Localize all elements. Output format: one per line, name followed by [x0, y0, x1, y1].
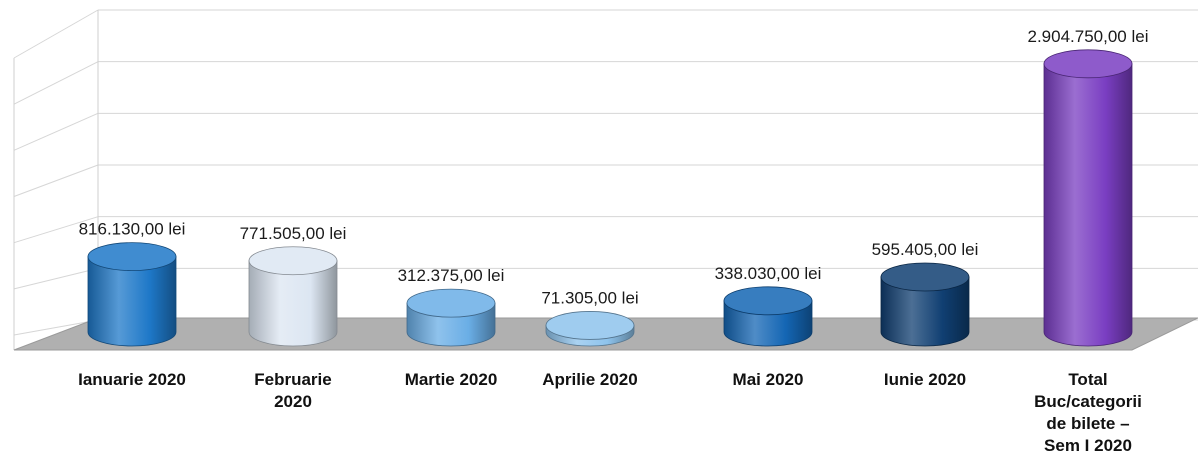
data-label-5: 338.030,00 lei — [715, 264, 822, 283]
category-label-4: Aprilie 2020 — [542, 370, 637, 389]
bar-5 — [723, 286, 813, 347]
bar-2 — [248, 246, 338, 347]
bar-1 — [87, 242, 177, 347]
category-label-2: Februarie 2020 — [254, 370, 331, 411]
data-label-6: 595.405,00 lei — [872, 240, 979, 259]
data-label-1: 816.130,00 lei — [79, 220, 186, 239]
data-label-3: 312.375,00 lei — [398, 266, 505, 285]
bar-3 — [406, 288, 496, 347]
category-label-3: Martie 2020 — [405, 370, 498, 389]
category-label-1: Ianuarie 2020 — [78, 370, 186, 389]
category-label-6: Iunie 2020 — [884, 370, 966, 389]
category-label-5: Mai 2020 — [733, 370, 804, 389]
data-label-2: 771.505,00 lei — [240, 224, 347, 243]
bar-6 — [880, 262, 970, 347]
bar-4 — [545, 311, 635, 347]
category-label-7: Total Buc/categorii de bilete – Sem I 2020 — [1034, 370, 1142, 455]
data-label-7: 2.904.750,00 lei — [1028, 27, 1149, 46]
data-label-4: 71.305,00 lei — [541, 288, 638, 307]
bar-7 — [1043, 49, 1133, 347]
